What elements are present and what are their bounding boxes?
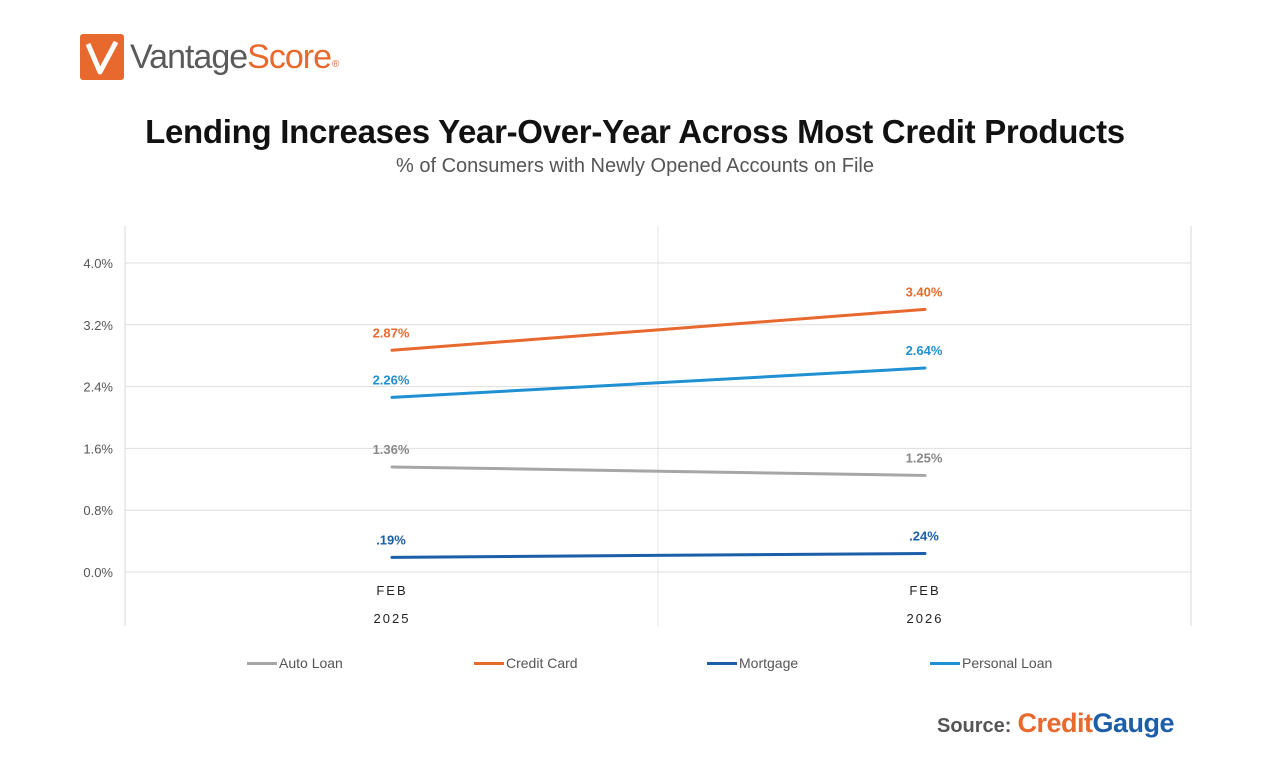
- legend-swatch-mortgage: [707, 661, 737, 665]
- series-line-personal-loan: [390, 366, 927, 399]
- legend-label-personal-loan: Personal Loan: [962, 655, 1053, 671]
- data-label-auto-loan: 1.36%: [373, 442, 410, 457]
- x-tick-label-year: 2025: [374, 611, 411, 626]
- creditgauge-logo: CreditGauge: [1017, 708, 1174, 739]
- series-line-auto-loan: [390, 465, 927, 477]
- legend-item-mortgage: Mortgage: [707, 655, 798, 671]
- data-label-mortgage: .19%: [376, 532, 406, 547]
- legend-label-auto-loan: Auto Loan: [279, 655, 343, 671]
- data-label-auto-loan: 1.25%: [906, 450, 943, 465]
- x-tick-label-month: FEB: [376, 583, 407, 598]
- legend-label-mortgage: Mortgage: [739, 655, 799, 671]
- vantagescore-wordmark: VantageScore®: [130, 34, 339, 80]
- legend-item-personal-loan: Personal Loan: [930, 655, 1052, 671]
- series-line-credit-card: [390, 307, 927, 352]
- source-attribution: Source: CreditGauge: [936, 708, 1175, 739]
- legend-swatch-personal-loan: [930, 661, 960, 665]
- x-tick-label-month: FEB: [909, 583, 940, 598]
- chart-subtitle: % of Consumers with Newly Opened Account…: [396, 155, 874, 177]
- vantagescore-mark-icon: [80, 34, 124, 80]
- chart-legend: Auto Loan Credit Card Mortgage Personal …: [0, 655, 1270, 675]
- data-label-credit-card: 2.87%: [373, 325, 410, 340]
- creditgauge-word-credit: Credit: [1017, 708, 1093, 738]
- source-label: Source:: [936, 715, 1012, 737]
- x-tick-label-year: 2026: [907, 611, 944, 626]
- data-label-personal-loan: 2.26%: [373, 372, 410, 387]
- legend-item-credit-card: Credit Card: [474, 655, 578, 671]
- logo-word-score: Score: [247, 38, 332, 76]
- data-label-personal-loan: 2.64%: [906, 343, 943, 358]
- registered-mark: ®: [331, 59, 339, 70]
- y-tick-label: 0.0%: [83, 565, 113, 580]
- series-line-mortgage: [390, 551, 927, 559]
- line-chart: 0.0% 0.8% 1.6% 2.4% 3.2% 4.0% FEB 2025 FEB 2026 1.…: [83, 226, 1192, 626]
- y-tick-label: 3.2%: [83, 318, 113, 333]
- chart-title: Lending Increases Year-Over-Year Across …: [145, 113, 1125, 150]
- logo-word-vantage: Vantage: [130, 38, 248, 76]
- data-label-credit-card: 3.40%: [906, 284, 943, 299]
- creditgauge-word-gauge: Gauge: [1092, 708, 1174, 738]
- legend-swatch-credit-card: [474, 661, 504, 665]
- y-tick-label: 4.0%: [83, 256, 113, 271]
- data-label-mortgage: .24%: [909, 528, 939, 543]
- y-tick-label: 2.4%: [83, 380, 113, 395]
- legend-swatch-auto-loan: [247, 661, 277, 665]
- legend-label-credit-card: Credit Card: [506, 655, 578, 671]
- y-tick-label: 0.8%: [83, 503, 113, 518]
- vantagescore-logo: VantageScore®: [80, 34, 339, 80]
- legend-item-auto-loan: Auto Loan: [247, 655, 343, 671]
- y-tick-label: 1.6%: [83, 441, 113, 456]
